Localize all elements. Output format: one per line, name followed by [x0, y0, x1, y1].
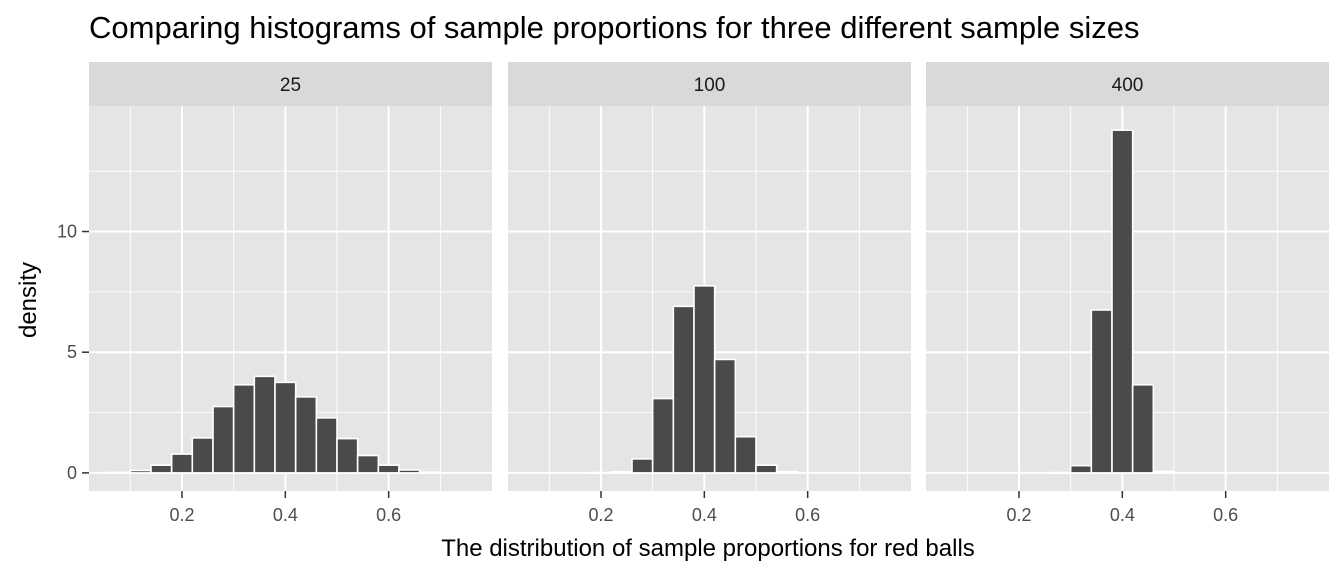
histogram-bar	[1069, 464, 1093, 474]
facet-strip-label: 25	[280, 75, 301, 96]
histogram-bar	[253, 375, 276, 474]
histogram-bar	[672, 305, 695, 474]
histogram-bar	[1131, 383, 1155, 474]
histogram-bar	[315, 417, 338, 474]
histogram-bar	[734, 435, 757, 474]
facet-strip	[89, 62, 492, 106]
x-tick-label: 0.4	[692, 505, 717, 525]
histogram-bar	[274, 381, 297, 474]
histogram-bar	[108, 471, 132, 474]
histogram-bar	[631, 458, 654, 474]
x-tick-label: 0.2	[169, 505, 194, 525]
histogram-bar	[1049, 471, 1072, 475]
histogram-bar	[589, 471, 613, 475]
x-tick-label: 0.6	[1213, 505, 1238, 525]
facet-panels: 25 0.2 0.4 0.6 100 0.2 0.4 0.6 400 0.2 0.4 0.6	[89, 62, 1329, 525]
x-tick-label: 0.4	[273, 505, 298, 525]
histogram-bar	[170, 453, 194, 474]
histogram-bar	[755, 464, 778, 474]
histogram-bar	[336, 437, 359, 474]
facet-strip-label: 400	[1112, 75, 1144, 96]
y-tick-label: 5	[67, 342, 77, 362]
x-tick-label: 0.2	[1006, 505, 1031, 525]
facet-panel: 100 0.2 0.4 0.6	[508, 62, 911, 525]
x-tick-label: 0.4	[1110, 505, 1135, 525]
chart-title: Comparing histograms of sample proportio…	[89, 10, 1139, 45]
x-tick-label: 0.6	[795, 505, 820, 525]
histogram-bar	[1111, 129, 1134, 474]
facet-strip	[508, 62, 911, 106]
x-tick-label: 0.2	[588, 505, 613, 525]
y-tick-label: 10	[57, 222, 77, 242]
histogram-bar	[651, 397, 675, 474]
histogram-bar	[150, 464, 173, 474]
histogram-bar	[693, 285, 716, 474]
facet-strip-label: 100	[694, 75, 726, 96]
facet-panel: 25 0.2 0.4 0.6	[89, 62, 492, 525]
histogram-bar	[1152, 470, 1175, 474]
histogram-bar	[610, 470, 633, 474]
histogram-bar	[713, 358, 737, 474]
histogram-bar	[418, 471, 442, 474]
histogram-bar	[1090, 309, 1113, 474]
histogram-bar	[356, 454, 380, 474]
x-tick-label: 0.6	[376, 505, 401, 525]
histogram-bar	[129, 469, 152, 474]
histogram-bar	[232, 383, 256, 474]
y-axis-title: density	[15, 262, 42, 338]
histogram-bar	[377, 464, 400, 474]
histogram-bar	[398, 469, 421, 474]
histogram-bar	[294, 396, 318, 474]
facet-strip	[926, 62, 1329, 106]
histogram-bar	[191, 437, 214, 474]
y-axis: 0 5 10	[57, 222, 89, 483]
histogram-bar	[775, 470, 799, 474]
x-axis-title: The distribution of sample proportions f…	[441, 535, 975, 562]
histogram-bar	[212, 405, 235, 474]
y-tick-label: 0	[67, 463, 77, 483]
facet-panel: 400 0.2 0.4 0.6	[926, 62, 1329, 525]
